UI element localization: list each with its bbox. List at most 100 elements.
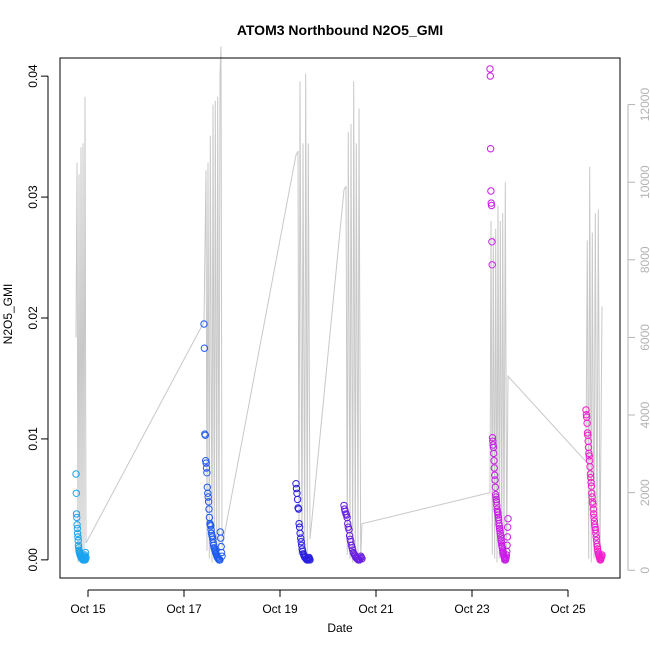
data-point: [358, 555, 366, 563]
data-point: [586, 463, 594, 471]
data-point: [495, 522, 503, 530]
y-tick-label: 0.01: [26, 427, 40, 451]
x-tick-label: Oct 19: [262, 602, 298, 616]
y2-tick-label: 0: [638, 567, 650, 574]
data-point: [306, 556, 314, 564]
y-axis-label: N2O5_GMI: [1, 284, 15, 345]
data-point: [297, 538, 305, 546]
chart-title: ATOM3 Northbound N2O5_GMI: [237, 22, 443, 38]
data-point: [503, 533, 512, 541]
data-point: [592, 533, 600, 541]
data-point: [218, 552, 226, 560]
data-point: [593, 542, 601, 551]
data-point: [72, 510, 81, 518]
y2-tick-label: 10000: [638, 165, 650, 199]
data-point: [487, 187, 495, 195]
x-tick-label: Oct 15: [70, 602, 106, 616]
data-point: [502, 551, 511, 559]
data-point: [201, 431, 210, 439]
data-point: [491, 476, 499, 484]
y2-tick-label: 12000: [638, 88, 650, 122]
data-point: [589, 505, 597, 513]
data-point: [491, 471, 499, 479]
data-point: [204, 498, 213, 506]
data-point: [200, 344, 209, 352]
data-point: [588, 489, 596, 497]
data-point: [216, 556, 224, 564]
x-tick-label: Oct 17: [166, 602, 202, 616]
data-point: [73, 513, 81, 522]
altitude-series-layer: [75, 46, 603, 563]
data-point: [73, 524, 82, 533]
data-point: [202, 459, 210, 467]
data-point: [292, 480, 300, 488]
data-point: [492, 498, 501, 506]
data-point: [496, 527, 504, 535]
altitude-line: [75, 46, 603, 563]
data-point: [296, 529, 304, 537]
y-axis: 0.00 0.01 0.02 0.03 0.04: [26, 64, 49, 572]
data-point: [588, 493, 596, 501]
data-point: [590, 513, 598, 522]
data-point: [583, 429, 592, 437]
data-point: [587, 478, 595, 487]
data-point: [589, 510, 598, 518]
data-point: [292, 484, 301, 493]
data-point: [72, 470, 80, 478]
data-point: [200, 320, 208, 328]
data-point: [592, 529, 600, 537]
data-point: [488, 434, 497, 442]
y2-axis: 0 2000 4000 6000 8000 10000 12000: [627, 88, 650, 574]
data-point: [489, 441, 497, 449]
data-point: [490, 449, 498, 458]
data-point: [494, 511, 502, 519]
data-point: [203, 469, 211, 477]
data-point: [72, 489, 81, 497]
data-point: [598, 551, 606, 559]
data-point: [74, 536, 82, 545]
data-point: [585, 452, 593, 460]
data-point: [491, 483, 499, 491]
data-point: [503, 541, 511, 549]
data-point: [585, 449, 593, 458]
data-point: [492, 493, 500, 501]
data-point: [490, 464, 498, 472]
y-tick-label: 0.03: [26, 185, 40, 209]
data-point: [589, 500, 597, 508]
data-point: [202, 464, 211, 472]
data-point: [216, 528, 225, 536]
data-point: [586, 470, 595, 478]
y2-tick-label: 4000: [638, 401, 650, 428]
x-axis: Oct 15 Oct 17 Oct 19 Oct 21 Oct 23 Oct 25: [70, 589, 586, 616]
data-point: [486, 72, 494, 80]
data-point: [74, 533, 82, 541]
data-point: [486, 145, 495, 153]
data-point: [204, 489, 212, 497]
data-point: [593, 540, 601, 548]
y-tick-label: 0.02: [26, 306, 40, 330]
y-tick-label: 0.04: [26, 64, 40, 88]
data-point: [293, 495, 302, 504]
data-point: [486, 65, 494, 73]
data-point: [582, 411, 591, 419]
x-tick-label: Oct 23: [454, 602, 490, 616]
scatter-points-layer: [72, 65, 606, 564]
data-point: [488, 238, 496, 246]
data-point: [217, 548, 226, 557]
y2-tick-label: 6000: [638, 324, 650, 351]
data-point: [587, 482, 596, 490]
data-point: [297, 534, 305, 542]
data-point: [82, 553, 90, 562]
plot-frame: [59, 57, 621, 579]
data-point: [494, 509, 502, 517]
data-point: [217, 534, 225, 542]
data-point: [504, 515, 512, 523]
data-point: [490, 457, 498, 465]
x-tick-label: Oct 21: [358, 602, 394, 616]
y2-tick-label: 2000: [638, 479, 650, 506]
data-point: [487, 201, 496, 210]
data-point: [495, 524, 504, 533]
data-point: [583, 419, 591, 427]
data-point: [496, 532, 505, 540]
